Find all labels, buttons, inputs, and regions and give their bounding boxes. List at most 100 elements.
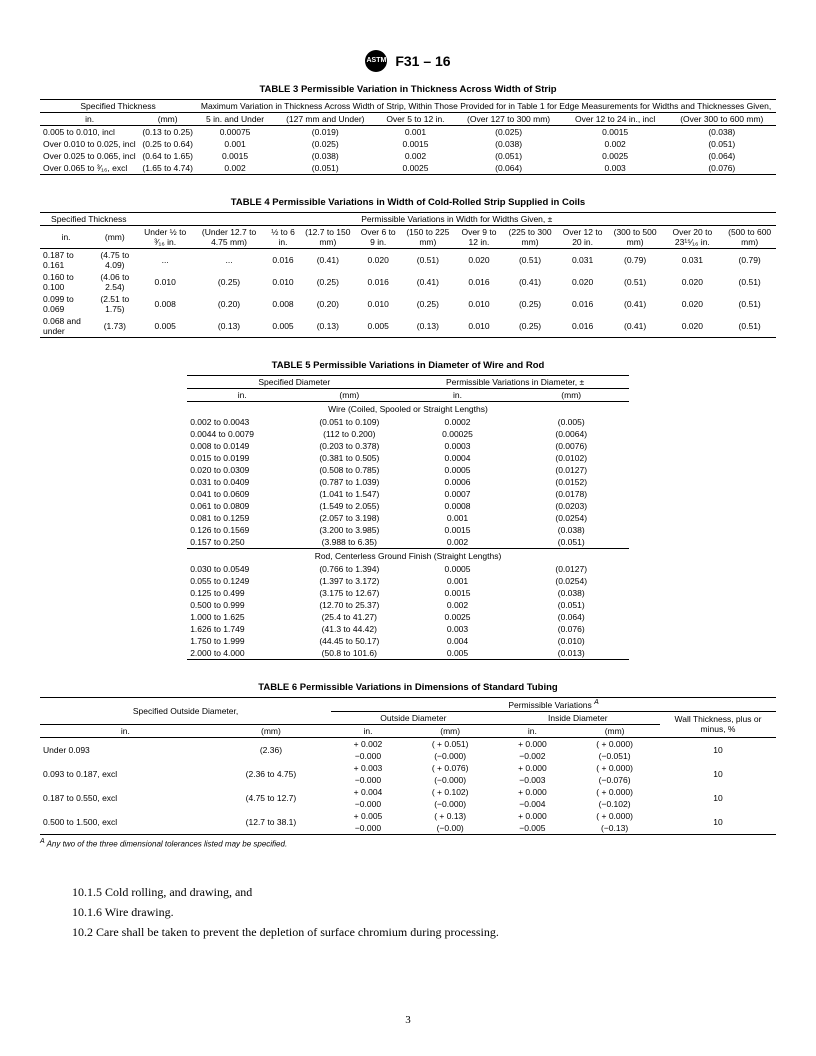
body-text: 10.1.5 Cold rolling, and drawing, and 10… <box>60 883 756 941</box>
cell: (0.20) <box>301 293 355 315</box>
cell: (0.41) <box>301 249 355 272</box>
t5-in2: in. <box>401 389 513 402</box>
cell: ... <box>138 249 193 272</box>
table-row: 0.015 to 0.0199(0.381 to 0.505)0.0004(0.… <box>187 452 629 464</box>
table-row: 0.0044 to 0.0079(112 to 0.200)0.00025(0.… <box>187 428 629 440</box>
cell: 0.020 <box>454 249 504 272</box>
t6-id: Inside Diameter <box>496 711 660 724</box>
cell: (0.13) <box>402 315 455 338</box>
cell: 0.187 to 0.550, excl <box>40 786 211 810</box>
cell: 0.005 <box>265 315 301 338</box>
cell: 0.160 to 0.100 <box>40 271 92 293</box>
t6-mm: (mm) <box>211 724 331 737</box>
cell: 0.002 <box>196 162 274 175</box>
cell: ( + 0.051) <box>405 737 496 750</box>
table5-title: TABLE 5 Permissible Variations in Diamet… <box>40 360 776 371</box>
cell: Over 0.025 to 0.065, incl <box>40 150 139 162</box>
cell: (0.381 to 0.505) <box>297 452 401 464</box>
cell: (0.0178) <box>514 488 629 500</box>
cell: + 0.000 <box>496 762 570 774</box>
cell: (0.25) <box>193 271 265 293</box>
cell: ( + 0.000) <box>569 762 660 774</box>
cell: 0.001 <box>401 575 513 587</box>
cell: 0.0025 <box>563 150 668 162</box>
cell: (0.0152) <box>514 476 629 488</box>
cell: 1.750 to 1.999 <box>187 635 297 647</box>
cell: (−0.102) <box>569 798 660 810</box>
t5-in1: in. <box>187 389 297 402</box>
cell: 0.002 <box>401 536 513 549</box>
cell: ( + 0.000) <box>569 737 660 750</box>
cell: 10 <box>660 810 776 835</box>
t4-c5b: (500 to 600 mm) <box>723 226 776 249</box>
cell: 0.00025 <box>401 428 513 440</box>
cell: (2.36) <box>211 737 331 762</box>
table-row: Over 0.010 to 0.025, incl(0.25 to 0.64)0… <box>40 138 776 150</box>
cell: (0.0254) <box>514 512 629 524</box>
cell: (0.051) <box>668 138 776 150</box>
cell: (12.7 to 38.1) <box>211 810 331 835</box>
t3-mm: (mm) <box>139 113 196 126</box>
cell: 0.081 to 0.1259 <box>187 512 297 524</box>
cell: 0.031 <box>661 249 723 272</box>
cell: 0.010 <box>138 271 193 293</box>
cell: 1.626 to 1.749 <box>187 623 297 635</box>
cell: (0.64 to 1.65) <box>139 150 196 162</box>
cell: 0.0004 <box>401 452 513 464</box>
astm-logo: ASTM <box>365 50 387 72</box>
cell: (1.549 to 2.055) <box>297 500 401 512</box>
cell: 0.0025 <box>377 162 455 175</box>
cell: ( + 0.13) <box>405 810 496 822</box>
cell: + 0.000 <box>496 737 570 750</box>
table-row: 0.020 to 0.0309(0.508 to 0.785)0.0005(0.… <box>187 464 629 476</box>
cell: 0.016 <box>355 271 402 293</box>
cell: (0.051) <box>274 162 377 175</box>
cell: (0.038) <box>454 138 562 150</box>
cell: (0.51) <box>723 315 776 338</box>
cell: (0.076) <box>668 162 776 175</box>
cell: −0.000 <box>331 750 405 762</box>
table-row: 1.750 to 1.999(44.45 to 50.17)0.004(0.01… <box>187 635 629 647</box>
cell: (0.019) <box>274 126 377 139</box>
table-row: 1.626 to 1.749(41.3 to 44.42)0.003(0.076… <box>187 623 629 635</box>
cell: 0.0006 <box>401 476 513 488</box>
table-row: 0.187 to 0.161(4.75 to 4.09)......0.016(… <box>40 249 776 272</box>
cell: −0.005 <box>496 822 570 835</box>
page-number: 3 <box>0 1014 816 1026</box>
table-row: 0.093 to 0.187, excl(2.36 to 4.75)+ 0.00… <box>40 762 776 774</box>
cell: (0.25) <box>504 293 557 315</box>
table-row: Over 0.065 to ³⁄₁₆, excl(1.65 to 4.74)0.… <box>40 162 776 175</box>
cell: (4.75 to 4.09) <box>92 249 137 272</box>
table-row: 0.160 to 0.100(4.06 to 2.54)0.010(0.25)0… <box>40 271 776 293</box>
cell: 0.055 to 0.1249 <box>187 575 297 587</box>
cell: (−0.00) <box>405 822 496 835</box>
t4-c2b: (150 to 225 mm) <box>402 226 455 249</box>
cell: (0.51) <box>504 249 557 272</box>
cell: (0.79) <box>723 249 776 272</box>
cell: (112 to 0.200) <box>297 428 401 440</box>
cell: (0.766 to 1.394) <box>297 563 401 575</box>
table3-title: TABLE 3 Permissible Variation in Thickne… <box>40 84 776 95</box>
table6-footnote: A Any two of the three dimensional toler… <box>40 838 776 849</box>
cell: 0.020 <box>661 293 723 315</box>
cell: (0.41) <box>609 315 662 338</box>
table-row: 0.068 and under(1.73)0.005(0.13)0.005(0.… <box>40 315 776 338</box>
cell: (−0.000) <box>405 774 496 786</box>
cell: (0.051) <box>514 536 629 549</box>
t3-c1a: Over 5 to 12 in. <box>377 113 455 126</box>
table-row: 0.500 to 0.999(12.70 to 25.37)0.002(0.05… <box>187 599 629 611</box>
cell: (−0.13) <box>569 822 660 835</box>
cell: 0.005 <box>355 315 402 338</box>
cell: (0.51) <box>609 271 662 293</box>
table4-title: TABLE 4 Permissible Variations in Width … <box>40 197 776 208</box>
cell: 0.0044 to 0.0079 <box>187 428 297 440</box>
para-10-1-6: 10.1.6 Wire drawing. <box>60 903 756 921</box>
t3-c2b: (Over 300 to 600 mm) <box>668 113 776 126</box>
cell: 0.005 <box>401 647 513 660</box>
cell: + 0.000 <box>496 786 570 798</box>
cell: 0.031 to 0.0409 <box>187 476 297 488</box>
t6-in: in. <box>40 724 211 737</box>
cell: (0.051) <box>514 599 629 611</box>
cell: 0.093 to 0.187, excl <box>40 762 211 786</box>
cell: (3.200 to 3.985) <box>297 524 401 536</box>
